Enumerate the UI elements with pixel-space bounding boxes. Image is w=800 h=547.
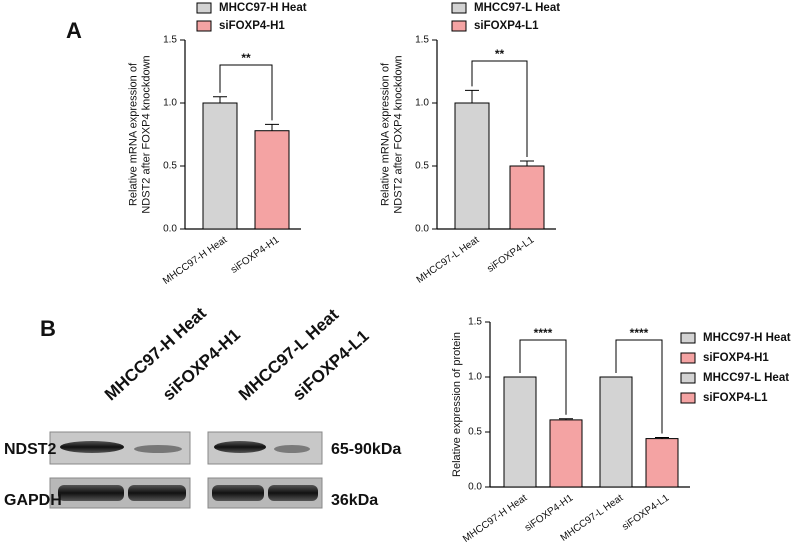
y-axis-title: Relative mRNA expression of (127, 62, 139, 206)
bar (454, 102, 490, 230)
bar (599, 376, 633, 488)
significance-bracket (219, 64, 273, 121)
blot-band (134, 445, 182, 453)
error-bar (213, 96, 227, 103)
blot-row-label: NDST2 (4, 441, 57, 458)
y-tick-label: 0.5 (468, 427, 482, 438)
y-tick-label: 1.5 (468, 317, 482, 328)
y-tick-label: 0.0 (163, 224, 177, 235)
bar-chart: 0.0 0.5 1.0 1.5 Relative expression of prote… (451, 317, 791, 545)
y-tick-label: 0.5 (163, 161, 177, 172)
panel-label: B (40, 316, 56, 341)
blot-band (268, 485, 318, 501)
blot-size-label: 36kDa (331, 492, 378, 509)
significance-label: **** (630, 326, 649, 340)
x-tick-label: MHCC97-H Heat (461, 492, 529, 544)
error-bar (265, 123, 279, 131)
bar (202, 102, 238, 230)
significance-bracket (615, 339, 663, 434)
error-bar (465, 89, 479, 103)
bar-chart: 0.0 0.5 1.0 1.5 Relative mRNA expression of N… (379, 2, 560, 286)
lane-label: MHCC97-H Heat (101, 303, 210, 404)
y-tick-label: 0.5 (415, 161, 429, 172)
x-tick-label: MHCC97-L Heat (415, 234, 482, 285)
y-tick-label: 1.5 (163, 35, 177, 46)
panel-label: A (66, 18, 82, 43)
legend-label: siFOXP4-L1 (474, 20, 539, 32)
legend-label: siFOXP4-L1 (703, 392, 768, 404)
legend-label: MHCC97-L Heat (703, 372, 789, 384)
bar (503, 376, 537, 488)
blot-band (212, 485, 264, 501)
error-bar (559, 418, 573, 420)
legend-label: MHCC97-H Heat (219, 2, 307, 14)
significance-bracket (471, 60, 528, 157)
x-tick-label: MHCC97-H Heat (161, 234, 229, 286)
legend-swatch (680, 332, 696, 344)
blot-band (214, 441, 266, 453)
legend-swatch (196, 2, 212, 14)
y-tick-label: 0.0 (468, 482, 482, 493)
bar (549, 419, 583, 488)
x-tick-label: siFOXP4-L1 (620, 492, 671, 533)
bar (254, 130, 290, 230)
blot-band (128, 485, 186, 501)
error-bar (520, 160, 534, 166)
legend-label: MHCC97-L Heat (474, 2, 560, 14)
y-tick-label: 1.0 (415, 98, 429, 109)
significance-label: ** (495, 47, 505, 61)
legend-swatch (196, 20, 212, 32)
blot-band (58, 485, 124, 501)
error-bar (655, 437, 669, 439)
y-tick-label: 1.0 (468, 372, 482, 383)
significance-label: **** (534, 326, 553, 340)
y-tick-label: 1.0 (163, 98, 177, 109)
legend-label: siFOXP4-H1 (703, 352, 769, 364)
x-tick-label: siFOXP4-H1 (229, 234, 282, 275)
y-axis-title: Relative expression of protein (451, 332, 463, 477)
bar (645, 438, 679, 488)
y-tick-label: 0.0 (415, 224, 429, 235)
legend-label: siFOXP4-H1 (219, 20, 285, 32)
blot-band (60, 441, 124, 453)
y-axis-title: NDST2 after FOXP4 knockdown (140, 55, 152, 213)
western-blot: MHCC97-H Heat siFOXP4-H1 MHCC97-L Heat s… (4, 303, 401, 509)
legend-label: MHCC97-H Heat (703, 332, 791, 344)
significance-label: ** (241, 51, 251, 65)
x-tick-label: siFOXP4-L1 (485, 234, 536, 275)
y-axis-title: NDST2 after FOXP4 knockdown (392, 55, 404, 213)
legend-swatch (451, 2, 467, 14)
bar (509, 165, 545, 230)
legend-swatch (680, 352, 696, 364)
blot-band (274, 445, 310, 453)
legend-swatch (451, 20, 467, 32)
significance-bracket (519, 339, 567, 415)
bar-chart: 0.0 0.5 1.0 1.5 Relative mRNA expression of N… (127, 2, 306, 287)
y-axis-title: Relative mRNA expression of (379, 62, 391, 206)
legend-swatch (680, 392, 696, 404)
legend-swatch (680, 372, 696, 384)
blot-row-label: GAPDH (4, 492, 62, 509)
blot-size-label: 65-90kDa (331, 441, 401, 458)
y-tick-label: 1.5 (415, 35, 429, 46)
